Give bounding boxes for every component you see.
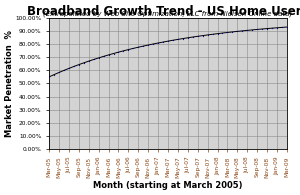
Y-axis label: Market Penetration  %: Market Penetration % bbox=[5, 30, 14, 137]
X-axis label: Month (starting at March 2005): Month (starting at March 2005) bbox=[93, 181, 243, 190]
Text: (Extrapolated by Web Site Optimization, LLC from Nielsen Online data): (Extrapolated by Web Site Optimization, … bbox=[44, 11, 292, 17]
Title: Broadband Growth Trend - US Home Users: Broadband Growth Trend - US Home Users bbox=[27, 5, 300, 18]
